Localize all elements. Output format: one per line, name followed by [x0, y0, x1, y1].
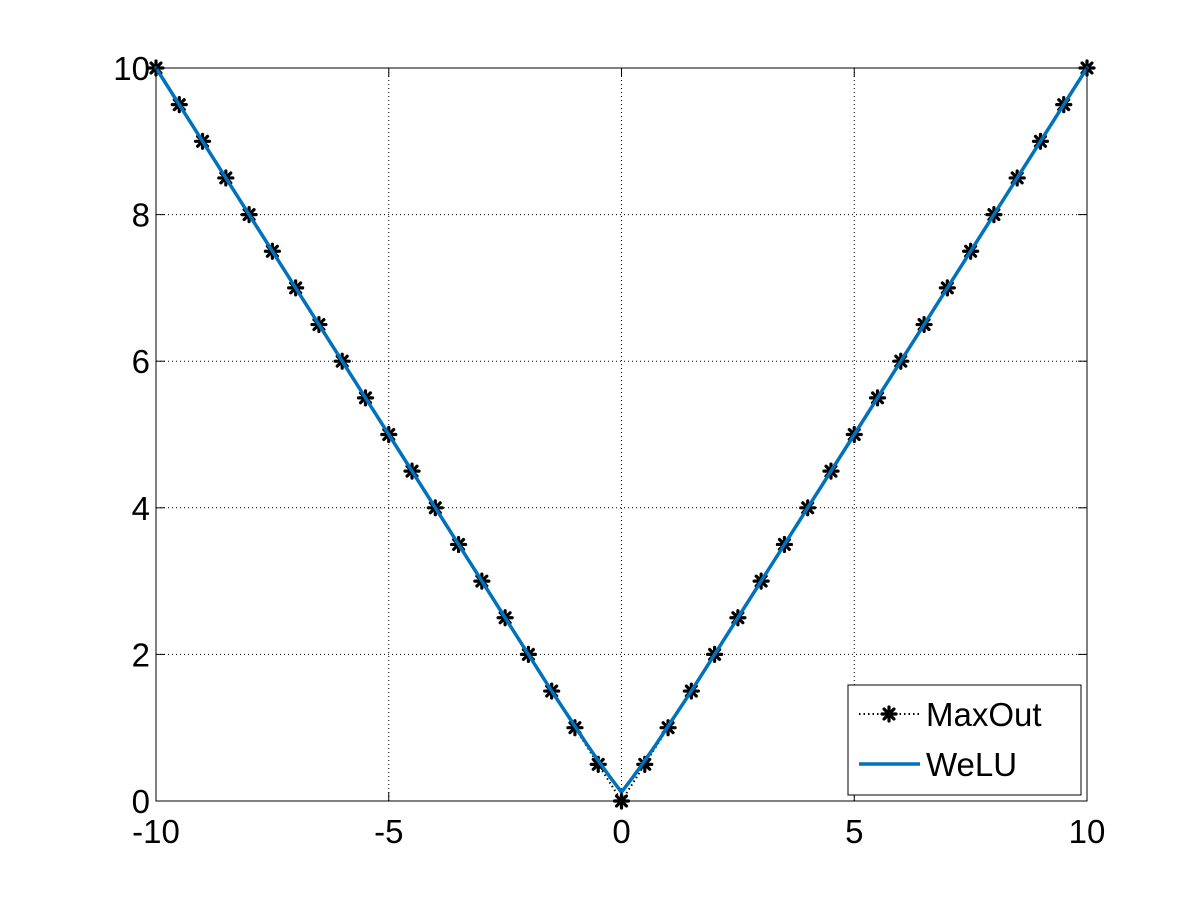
- y-tick-label: 4: [132, 490, 150, 527]
- y-tick-label: 8: [132, 197, 150, 234]
- y-tick-label: 2: [132, 636, 150, 673]
- legend: MaxOut WeLU: [847, 684, 1082, 796]
- y-tick-label: 0: [132, 783, 150, 820]
- tick-layer: -10 -5 0 5 10 0 2 4 6 8 10: [113, 50, 1105, 850]
- legend-label-maxout: MaxOut: [926, 696, 1042, 733]
- legend-label-welu: WeLU: [926, 746, 1017, 783]
- y-tick-label: 10: [113, 50, 150, 87]
- x-tick-label: 0: [612, 813, 630, 850]
- x-tick-label: -10: [132, 813, 180, 850]
- legend-marker-maxout: [880, 705, 898, 723]
- x-tick-label: 5: [845, 813, 863, 850]
- x-tick-label: -5: [374, 813, 403, 850]
- x-tick-label: 10: [1069, 813, 1106, 850]
- legend-box: [847, 684, 1082, 796]
- y-tick-label: 6: [132, 343, 150, 380]
